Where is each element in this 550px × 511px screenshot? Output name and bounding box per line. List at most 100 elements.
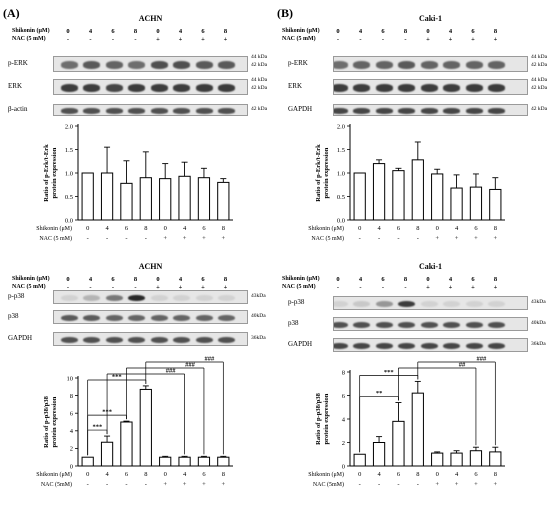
shikonin-dose-value: 8 [403, 276, 408, 283]
protein-band [443, 61, 460, 69]
nac-value-label: + [163, 481, 167, 488]
x-category-label: 8 [144, 471, 147, 478]
significance-marker: *** [112, 374, 122, 381]
x-category-label: 6 [397, 225, 401, 232]
protein-band [334, 108, 348, 114]
nac-treatment-value: - [404, 284, 407, 291]
protein-band [195, 336, 213, 344]
x-category-label: 8 [494, 225, 497, 232]
significance-marker: ### [185, 362, 196, 369]
data-bar [120, 182, 133, 221]
bar-chart-svg: 0.0 0.5 1.0 1.5 2.0 Ratio of p-Erk/t-Erkprote… [308, 123, 505, 242]
shikonin-dose-value: 8 [493, 28, 498, 35]
nac-value-label: + [493, 235, 497, 242]
nac-treatment-value: - [381, 284, 385, 291]
bar-chart-svg: 0.0 0.5 1.0 1.5 2.0 Ratio of p-Erk/t-Erkprote… [36, 123, 233, 242]
shikonin-dose-value: 6 [111, 28, 115, 35]
protein-band [105, 336, 123, 344]
molecular-weight-label: 44 kDa [251, 77, 268, 83]
nac-value-label: - [417, 235, 419, 242]
data-bar [489, 451, 502, 467]
significance-marker: ** [376, 390, 383, 397]
data-bar [159, 456, 172, 467]
data-bar [159, 178, 172, 221]
protein-band [443, 84, 460, 92]
y-tick-label: 10 [67, 375, 74, 382]
blot-group-achn-p38: ACHN Shikonin (μM) NAC (5 mM) 0-4-6-8-0 +4 +6… [8, 262, 268, 372]
data-bar [178, 175, 191, 221]
blot-row-label: p-p38 [288, 298, 305, 306]
shikonin-header-label: Shikonin (μM) [282, 276, 320, 282]
protein-band [398, 108, 415, 114]
molecular-weight-label: 44 kDa [251, 54, 268, 60]
data-bar [197, 456, 211, 467]
x-category-label: 4 [455, 225, 459, 232]
y-tick-label: 2 [342, 440, 345, 447]
protein-band [375, 108, 393, 114]
data-bar [372, 163, 386, 221]
protein-band [398, 342, 415, 350]
shikonin-dose-value: 0 [156, 276, 160, 283]
western-blot-strip [53, 56, 248, 72]
protein-band [375, 300, 393, 308]
x-category-label: 6 [397, 471, 401, 478]
x-category-label: 8 [222, 225, 225, 232]
y-axis-title-line: Ratio of p-p38/p38 [43, 395, 50, 447]
nac-treatment-value: + [223, 36, 228, 43]
nac-treatment-value: - [111, 284, 115, 291]
nac-value-label: - [145, 235, 147, 242]
y-axis-title-line: protein expression [323, 147, 330, 198]
data-bar [411, 392, 424, 467]
nac-value-label: + [221, 235, 225, 242]
protein-band [173, 336, 190, 344]
nac-treatment-value: - [66, 36, 70, 43]
protein-band [488, 321, 505, 329]
protein-band [420, 300, 438, 308]
blot-row-label: p38 [8, 312, 19, 320]
western-blot-strip [333, 104, 528, 116]
nac-value-label: + [202, 481, 206, 488]
protein-band [334, 342, 348, 350]
data-bar [353, 172, 366, 221]
y-tick-label: 0.5 [65, 194, 73, 201]
blot-row-label: β-actin [8, 105, 28, 113]
y-tick-label: 1.5 [337, 147, 345, 154]
nac-row-label: NAC (5mM) [313, 481, 344, 488]
protein-band [465, 342, 483, 350]
shikonin-dose-value: 0 [426, 276, 430, 283]
nac-treatment-value: - [111, 36, 115, 43]
x-category-label: 8 [494, 471, 497, 478]
protein-band [353, 342, 370, 350]
nac-treatment-value: + [493, 284, 498, 291]
western-blot-strip [333, 296, 528, 310]
panel-letter-a: (A) [3, 6, 20, 20]
protein-band [488, 84, 505, 92]
panel-letter-b: (B) [277, 6, 293, 20]
x-category-label: 4 [183, 471, 187, 478]
x-category-label: 8 [416, 471, 419, 478]
nac-treatment-value: - [359, 36, 362, 43]
nac-treatment-value: - [404, 36, 407, 43]
blot-group-achn-erk: ACHN Shikonin (μM) NAC (5 mM) 0-4-6-8-0 +4 +6… [8, 14, 268, 124]
protein-band [420, 108, 438, 114]
shikonin-dose-value: 0 [426, 28, 430, 35]
shikonin-dose-value: 4 [358, 28, 363, 35]
nac-treatment-value: + [178, 36, 183, 43]
data-bar [450, 452, 463, 467]
protein-band [195, 61, 213, 69]
protein-band [150, 294, 168, 302]
nac-value-label: - [125, 481, 127, 488]
y-tick-label: 0.5 [337, 194, 345, 201]
nac-treatment-value: - [381, 36, 385, 43]
bar-chart-svg: 0 2 4 6 8 Ratio of p-p38/p38protein expressio… [308, 356, 505, 488]
x-category-label: 4 [455, 471, 459, 478]
nac-treatment-value: - [336, 36, 340, 43]
data-bar [450, 187, 463, 221]
y-tick-label: 8 [342, 369, 345, 376]
y-tick-label: 0 [70, 463, 73, 470]
nac-treatment-value: + [201, 36, 205, 43]
protein-band [128, 84, 145, 92]
molecular-weight-label: 42 kDa [531, 62, 548, 68]
molecular-weight-label: 43kDa [531, 299, 546, 305]
protein-band [488, 342, 505, 350]
